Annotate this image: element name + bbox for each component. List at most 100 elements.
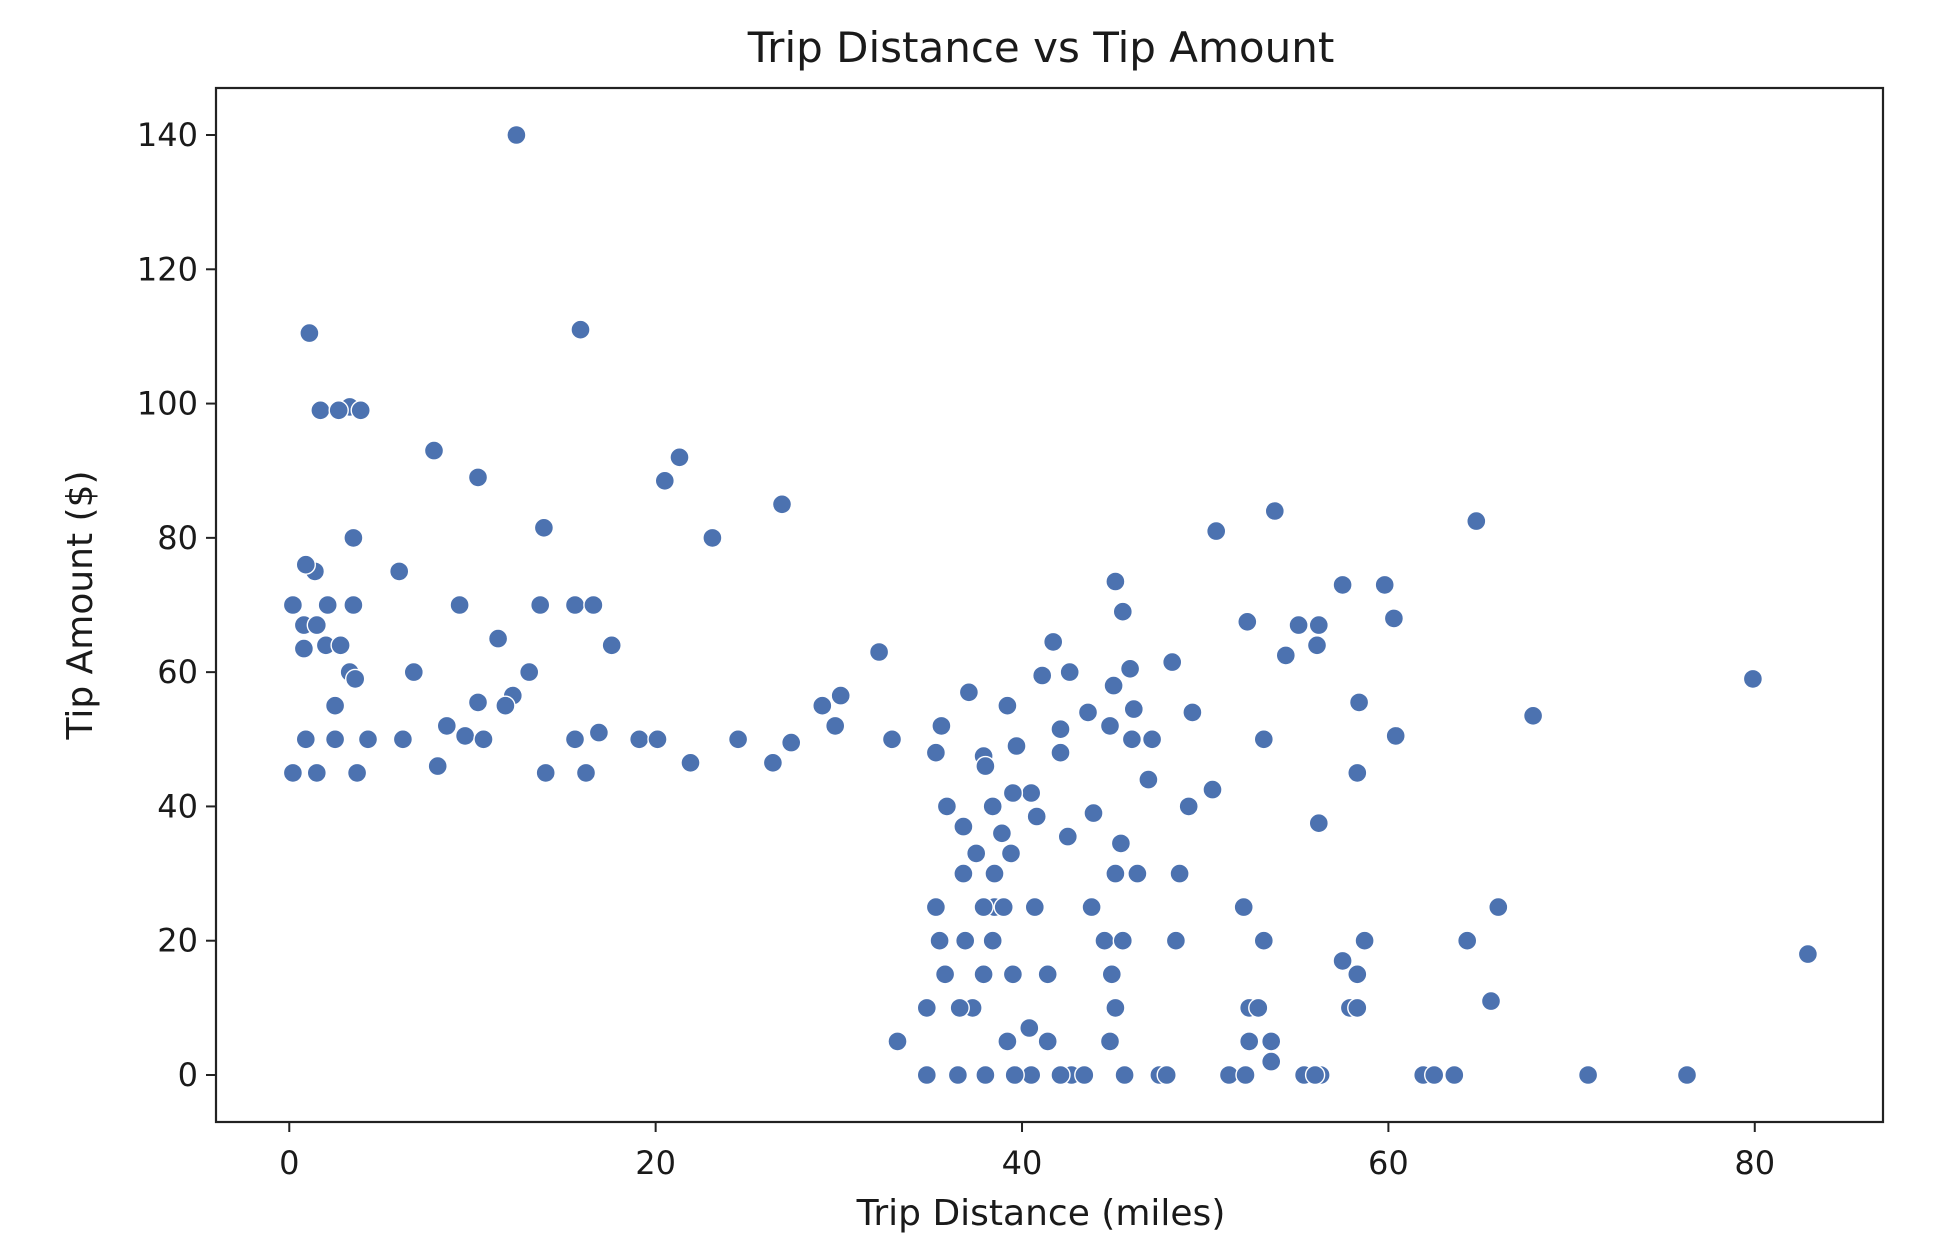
data-point: [1444, 1064, 1465, 1086]
data-point: [654, 470, 675, 491]
data-point: [966, 843, 987, 864]
data-point: [427, 755, 448, 777]
data-point: [1238, 1031, 1260, 1052]
data-point: [947, 1064, 969, 1086]
data-point: [588, 722, 610, 743]
data-point: [830, 685, 851, 706]
data-point: [1050, 1064, 1071, 1086]
data-point: [306, 614, 327, 636]
data-point: [929, 930, 950, 951]
data-point: [1304, 1064, 1326, 1086]
data-point: [1347, 964, 1368, 985]
data-point: [1127, 863, 1148, 884]
data-point: [423, 440, 445, 461]
points-layer: [282, 124, 1819, 1086]
data-point: [669, 447, 690, 468]
data-point: [299, 322, 320, 344]
y-tick-label: 60: [157, 653, 198, 691]
data-point: [1466, 510, 1487, 532]
y-tick-label: 20: [157, 922, 198, 960]
data-point: [1235, 1064, 1256, 1086]
data-point: [1112, 601, 1134, 622]
data-point: [982, 796, 1003, 817]
data-point: [343, 594, 364, 616]
data-point: [1000, 843, 1022, 864]
data-point: [564, 729, 586, 750]
data-point: [1288, 614, 1309, 636]
data-point: [1161, 651, 1183, 673]
data-point: [601, 635, 622, 656]
data-point: [1101, 964, 1123, 985]
data-point: [931, 715, 952, 737]
data-point: [1119, 658, 1141, 679]
data-point: [343, 527, 364, 549]
data-point: [295, 554, 316, 575]
data-point: [1676, 1064, 1698, 1086]
data-point: [403, 661, 424, 683]
data-point: [1081, 896, 1102, 918]
data-point: [583, 594, 604, 616]
data-point: [1308, 813, 1330, 834]
data-point: [1121, 729, 1143, 750]
data-point: [575, 762, 597, 784]
data-point: [350, 400, 371, 421]
data-point: [1074, 1064, 1095, 1086]
data-point: [1050, 742, 1071, 763]
data-point: [1006, 735, 1027, 757]
data-point: [1383, 608, 1405, 629]
data-point: [991, 823, 1013, 844]
data-point: [295, 729, 316, 750]
data-point: [1264, 500, 1286, 522]
data-point: [1237, 611, 1258, 632]
data-point: [1020, 782, 1042, 804]
data-point: [1202, 779, 1223, 800]
data-point: [1110, 833, 1132, 854]
data-point: [317, 594, 338, 616]
y-axis-label: Tip Amount ($): [60, 470, 101, 740]
data-point: [949, 997, 970, 1019]
data-point: [1103, 675, 1124, 696]
plot-frame: [214, 86, 1885, 1124]
data-point: [925, 742, 947, 763]
data-point: [1488, 896, 1509, 918]
data-point: [1253, 930, 1275, 951]
data-point: [346, 762, 368, 784]
data-point: [887, 1031, 908, 1052]
data-point: [1156, 1064, 1177, 1086]
data-point: [1031, 665, 1053, 686]
data-point: [330, 635, 351, 656]
data-point: [1374, 574, 1395, 596]
data-point: [1042, 631, 1064, 653]
data-point: [984, 863, 1005, 884]
data-point: [1026, 806, 1047, 827]
data-point: [647, 729, 668, 750]
data-point: [975, 1064, 996, 1086]
data-point: [997, 695, 1018, 716]
data-point: [973, 964, 994, 985]
data-point: [958, 682, 980, 703]
data-point: [1019, 1017, 1040, 1039]
x-tick-label: 20: [635, 1144, 676, 1182]
data-point: [997, 1031, 1018, 1052]
x-tick-label: 80: [1734, 1144, 1775, 1182]
data-point: [310, 400, 331, 421]
data-point: [1138, 769, 1159, 790]
y-tick-label: 40: [157, 787, 198, 825]
data-point: [1037, 964, 1058, 985]
data-point: [357, 729, 379, 750]
data-point: [953, 863, 974, 884]
data-point: [1423, 1064, 1445, 1086]
data-point: [1105, 571, 1126, 592]
data-point: [1797, 943, 1819, 965]
data-point: [973, 896, 994, 918]
data-point: [530, 594, 551, 616]
data-point: [1522, 705, 1544, 726]
data-point: [825, 715, 846, 737]
data-point: [345, 668, 366, 690]
y-tick-label: 120: [137, 250, 198, 288]
data-point: [1141, 729, 1163, 750]
data-point: [1083, 802, 1104, 824]
x-tick-label: 0: [279, 1144, 299, 1182]
data-point: [533, 517, 555, 538]
